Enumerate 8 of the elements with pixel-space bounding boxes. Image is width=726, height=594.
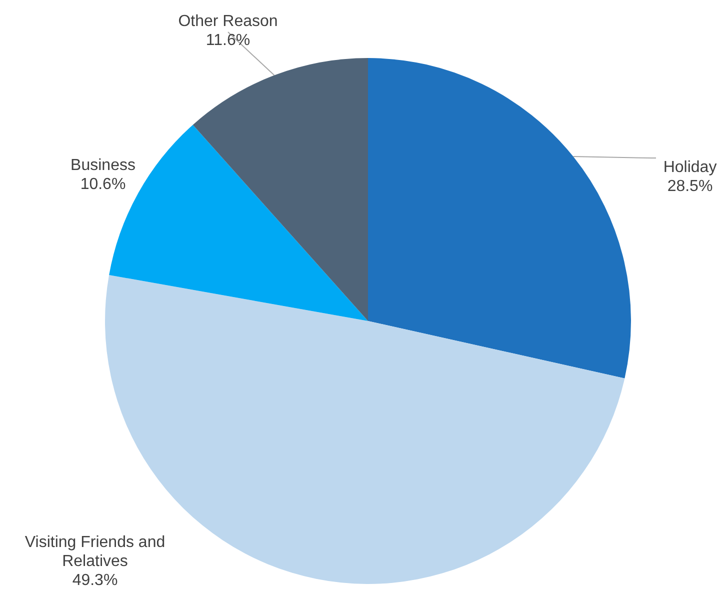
slice-label: Visiting Friends and Relatives (24, 534, 166, 570)
slice-label: Other Reason (178, 13, 278, 30)
slice-label: Holiday (663, 159, 717, 176)
data-label: 11.6% (206, 32, 250, 49)
slice-label: Business (70, 157, 136, 174)
data-label: 49.3% (72, 572, 118, 589)
data-label: 10.6% (80, 176, 126, 193)
data-label: 28.5% (667, 178, 713, 195)
